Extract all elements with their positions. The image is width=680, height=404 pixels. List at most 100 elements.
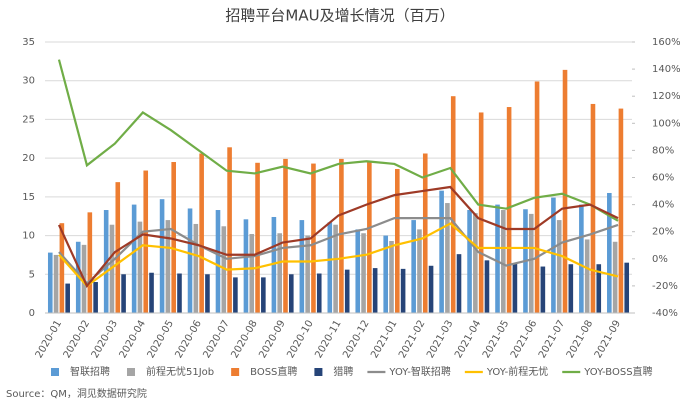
line-series [57,185,619,288]
bar [199,153,204,313]
y-tick-label: 25 [22,114,35,125]
bar [512,263,518,313]
bar [221,226,227,313]
y-tick-label: 30 [22,76,35,87]
x-tick-label: 2020-01 [34,319,64,361]
y2-tick-label: 80% [652,145,674,156]
bar [400,268,406,313]
legend-swatch [51,368,59,376]
x-tick-label: 2020-03 [90,319,120,361]
bar [361,233,366,313]
bar [165,220,171,313]
bar [187,208,193,313]
bar [355,229,361,313]
x-tick-label: 2020-10 [285,319,315,361]
y2-tick-label: 100% [652,118,680,129]
x-tick-label: 2020-09 [257,319,287,361]
y-tick-label: 10 [22,231,35,242]
bar [540,266,546,313]
x-tick-label: 2020-11 [313,319,343,361]
bar [261,277,266,313]
bar [501,210,506,313]
bar [367,162,372,313]
bar [93,282,98,313]
legend-label: 智联招聘 [70,365,110,378]
bar [339,158,344,313]
bar [579,204,584,313]
line-series [58,222,619,288]
y-tick-label: 5 [29,269,35,280]
y2-tick-label: 160% [652,37,680,48]
x-tick-label: 2020-02 [62,319,92,361]
bar [177,273,182,313]
legend-swatch [314,368,323,376]
bar [445,203,450,313]
bar [624,262,630,313]
y2-tick-label: -20% [652,281,678,292]
x-tick-label: 2021-01 [369,319,399,361]
x-tick-label: 2020-04 [118,319,148,361]
bar [411,220,416,313]
y2-tick-label: 20% [652,227,674,238]
x-tick-label: 2020-08 [229,319,259,361]
y-tick-label: 35 [22,37,35,48]
bar [299,220,305,313]
x-tick-label: 2021-05 [481,319,511,361]
bar [87,212,93,313]
bar [137,221,143,313]
bar [612,241,618,313]
bar [159,199,165,313]
bar [255,162,260,313]
bar [467,210,472,313]
bar [450,96,456,313]
bar [556,220,562,313]
legend-swatch [231,368,240,376]
bar [568,264,574,313]
x-tick-label: 2021-03 [425,319,455,361]
bar [596,264,602,313]
chart-title: 招聘平台MAU及增长情况（百万） [225,7,454,25]
y2-tick-label: 40% [652,200,674,211]
x-tick-label: 2020-05 [146,319,176,361]
bar [59,223,65,313]
bar [484,260,490,313]
x-tick-label: 2020-07 [201,319,231,361]
x-tick-label: 2021-09 [593,319,623,361]
bar [288,274,294,313]
bar [149,272,154,313]
bar [584,239,590,313]
legend-label: BOSS直聘 [250,365,297,378]
bar [215,210,221,313]
line-series [58,217,619,285]
bar [249,234,255,313]
bar [395,168,400,313]
bar [372,268,378,313]
bar [389,240,394,313]
y2-tick-label: 0% [652,254,668,265]
y-tick-label: 15 [22,192,35,203]
bar [551,197,556,313]
bar [131,204,137,313]
x-tick-label: 2021-02 [397,319,427,361]
bar [439,190,444,313]
bar [607,192,612,313]
bar [506,107,512,313]
bar [327,222,333,313]
bar [271,216,277,313]
bar [495,204,500,313]
legend-label: YOY-前程无忧 [486,365,548,378]
legend-swatch [127,368,135,376]
bar [316,273,322,313]
bar [428,265,434,313]
x-tick-label: 2021-07 [537,319,567,361]
bar [227,147,232,313]
x-tick-label: 2020-12 [341,319,371,361]
bar [562,69,568,313]
legend-label: 猎聘 [333,365,353,378]
bar [121,274,126,313]
bar [233,277,238,313]
bar [344,269,350,313]
bar [47,252,53,313]
x-tick-label: 2021-06 [509,319,539,361]
